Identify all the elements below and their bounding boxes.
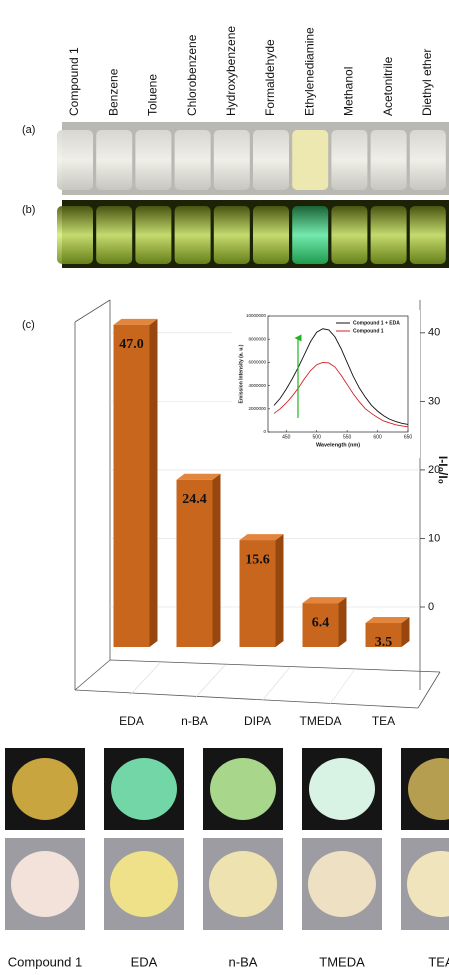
panel-label: (b)	[22, 204, 35, 216]
solvent-label: Diethyl ether	[420, 49, 434, 116]
vial	[331, 130, 367, 190]
x-axis-label: Wavelength (nm)	[316, 442, 360, 448]
legend-label: Compound 1 + EDA	[353, 320, 400, 326]
vial	[214, 130, 250, 190]
photo-label: Compound 1	[8, 954, 82, 969]
panel-label: (c)	[22, 319, 35, 331]
vial-glow	[214, 206, 250, 264]
photo-label: TEA	[428, 954, 449, 969]
powder-fluorescent	[309, 758, 375, 820]
bar-side	[150, 319, 158, 647]
vial	[175, 130, 211, 190]
vial-glow	[292, 206, 328, 264]
solvent-label: Hydroxybenzene	[224, 26, 238, 116]
legend-label: Compound 1	[353, 328, 384, 334]
value-label: 6.4	[312, 615, 330, 630]
bar-side	[213, 474, 221, 647]
powder	[11, 851, 79, 917]
bar	[114, 325, 150, 647]
page: {"figure": {"panel_labels": ["(a)", "(b)…	[0, 0, 449, 975]
vial	[135, 130, 171, 190]
vial-glow	[175, 206, 211, 264]
photo-label: TMEDA	[319, 954, 365, 969]
floor-grid	[130, 663, 355, 704]
vial	[292, 130, 328, 190]
figure: 010203040I-I₀/I₀47.0EDA24.4n-BA15.6DIPA6…	[0, 0, 449, 975]
x-tick-label: TMEDA	[300, 714, 342, 728]
y-tick-label: 6000000	[248, 360, 266, 365]
solvent-label: Benzene	[106, 68, 120, 116]
panel-label: (a)	[22, 124, 35, 136]
solvent-label: Ethylenediamine	[302, 27, 316, 116]
vial-glow	[253, 206, 289, 264]
vial	[57, 130, 93, 190]
x-tick-label: 500	[313, 434, 322, 440]
x-tick-label: TEA	[372, 714, 395, 728]
value-label: 15.6	[245, 552, 270, 567]
y-tick-label: 10	[428, 532, 440, 544]
y-tick-label: 40	[428, 327, 440, 339]
y-tick-label: 4000000	[248, 383, 266, 388]
vial	[96, 130, 132, 190]
y-tick-label: 0	[428, 601, 434, 613]
photo-label: n-BA	[229, 954, 258, 969]
y-tick-label: 30	[428, 395, 440, 407]
vial-glow	[331, 206, 367, 264]
value-label: 3.5	[375, 635, 393, 650]
x-tick-label: 550	[343, 434, 352, 440]
solvent-label: Compound 1	[67, 47, 81, 116]
vial-glow	[371, 206, 407, 264]
vial-glow	[135, 206, 171, 264]
photo-label: EDA	[131, 954, 158, 969]
solvent-label: Methanol	[342, 67, 356, 116]
vial-glow	[96, 206, 132, 264]
x-tick-label: 600	[373, 434, 382, 440]
vial-glow	[57, 206, 93, 264]
x-tick-label: n-BA	[181, 714, 208, 728]
value-label: 24.4	[182, 492, 207, 507]
powder	[209, 851, 277, 917]
x-tick-label: DIPA	[244, 714, 271, 728]
solvent-label: Chlorobenzene	[185, 34, 199, 116]
powder-photos: Compound 1 EDA n-BA TMEDA TEA	[5, 748, 449, 969]
x-tick-label: 450	[282, 434, 291, 440]
y-tick-label: 8000000	[248, 336, 266, 341]
bar-side	[276, 534, 284, 647]
y-tick-label: 10000000	[246, 313, 267, 318]
value-label: 47.0	[119, 337, 144, 352]
powder-fluorescent	[12, 758, 78, 820]
powder	[308, 851, 376, 917]
y-axis-label: Emission Intensity (a. u.)	[238, 344, 244, 403]
y-axis-label: I-I₀/I₀	[436, 456, 449, 484]
powder-fluorescent	[210, 758, 276, 820]
y-tick-label: 2000000	[248, 406, 266, 411]
solvent-label: Formaldehyde	[263, 39, 277, 116]
vial	[253, 130, 289, 190]
solvent-label: Acetonitrile	[381, 56, 395, 116]
x-tick-label: EDA	[119, 714, 144, 728]
vial	[371, 130, 407, 190]
solvent-label: Toluene	[146, 74, 160, 116]
bar-side	[339, 597, 347, 647]
vial	[410, 130, 446, 190]
powder	[110, 851, 178, 917]
powder-fluorescent	[111, 758, 177, 820]
x-tick-label: 650	[404, 434, 413, 440]
vial-glow	[410, 206, 446, 264]
